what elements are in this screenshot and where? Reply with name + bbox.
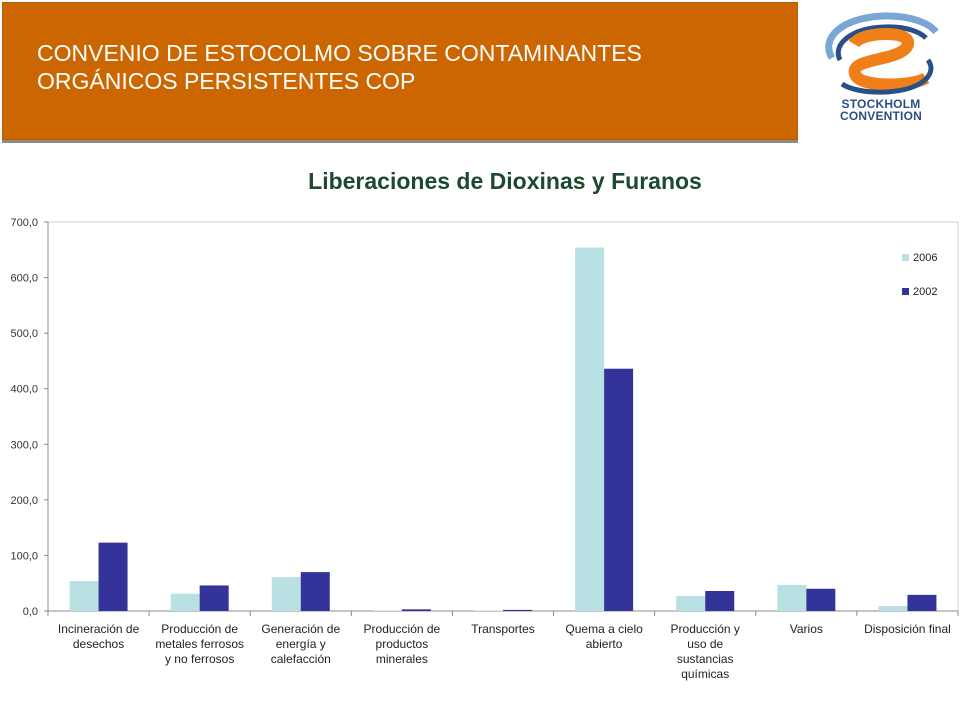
logo-text-line2: CONVENTION	[839, 109, 922, 123]
x-tick-label: Producción de	[364, 622, 441, 636]
bar-2002	[705, 590, 735, 611]
bar-2006	[271, 577, 301, 611]
x-tick-label: metales ferrosos	[155, 637, 244, 651]
y-tick-label: 600,0	[10, 273, 38, 285]
bar-2006	[372, 610, 402, 611]
bar-2006	[878, 605, 908, 611]
logo-swirl-icon	[825, 12, 939, 95]
y-tick-label: 400,0	[10, 384, 38, 396]
bar-2006	[474, 610, 503, 611]
y-tick-label: 500,0	[10, 328, 38, 340]
bar-2002	[199, 585, 229, 611]
x-tick-label: sustancias	[677, 652, 734, 666]
bar-2002	[503, 609, 532, 611]
x-tick-label: Producción de	[161, 622, 238, 636]
x-tick-label: Varios	[790, 622, 823, 636]
logo-text: STOCKHOLM CONVENTION	[802, 98, 960, 122]
logo-text-line1: STOCKHOLM	[841, 97, 921, 111]
y-tick-label: 700,0	[10, 217, 38, 229]
legend-label-2002: 2002	[913, 286, 937, 298]
bar-2002	[401, 609, 431, 611]
x-tick-label: productos	[376, 637, 429, 651]
header-shadow	[2, 140, 798, 143]
y-tick-label: 300,0	[10, 439, 38, 451]
x-tick-label: energía y	[276, 637, 326, 651]
y-tick-label: 100,0	[10, 550, 38, 562]
x-tick-label: abierto	[586, 637, 623, 651]
x-tick-label: Producción y	[671, 622, 740, 636]
header-title-line2: ORGÁNICOS PERSISTENTES COP	[37, 68, 416, 94]
x-tick-label: químicas	[681, 667, 729, 681]
bar-2006	[575, 247, 605, 611]
x-tick-label: uso de	[687, 637, 723, 651]
legend-swatch-2006	[902, 254, 909, 261]
x-tick-label: y no ferrosos	[165, 652, 234, 666]
plot-area-border	[47, 221, 959, 612]
y-tick-label: 200,0	[10, 495, 38, 507]
bar-2002	[806, 588, 836, 611]
x-tick-label: calefacción	[271, 652, 331, 666]
header-title-line1: CONVENIO DE ESTOCOLMO SOBRE CONTAMINANTE…	[37, 40, 642, 66]
x-tick-label: Incineración de	[58, 622, 140, 636]
bar-2006	[69, 580, 99, 611]
stockholm-convention-logo: STOCKHOLM CONVENTION	[802, 0, 960, 144]
x-tick-label: Disposición final	[864, 622, 951, 636]
bar-2006	[777, 584, 807, 611]
chart-title: Liberaciones de Dioxinas y Furanos	[308, 168, 702, 194]
x-tick-label: Quema a cielo	[565, 622, 643, 636]
header: CONVENIO DE ESTOCOLMO SOBRE CONTAMINANTE…	[0, 0, 960, 144]
header-band: CONVENIO DE ESTOCOLMO SOBRE CONTAMINANTE…	[2, 2, 798, 140]
bar-2002	[300, 572, 330, 611]
legend-label-2006: 2006	[913, 252, 937, 264]
bar-2006	[170, 593, 200, 611]
header-title: CONVENIO DE ESTOCOLMO SOBRE CONTAMINANTE…	[37, 39, 777, 95]
bar-2002	[98, 542, 128, 611]
x-tick-label: Transportes	[471, 622, 535, 636]
x-tick-label: Generación de	[261, 622, 340, 636]
x-tick-label: desechos	[73, 637, 124, 651]
bar-2002	[907, 594, 937, 611]
bar-2006	[676, 595, 706, 611]
x-tick-label: minerales	[376, 652, 428, 666]
y-tick-label: 0,0	[23, 606, 38, 618]
legend-swatch-2002	[902, 288, 909, 295]
bar-2002	[604, 368, 634, 611]
